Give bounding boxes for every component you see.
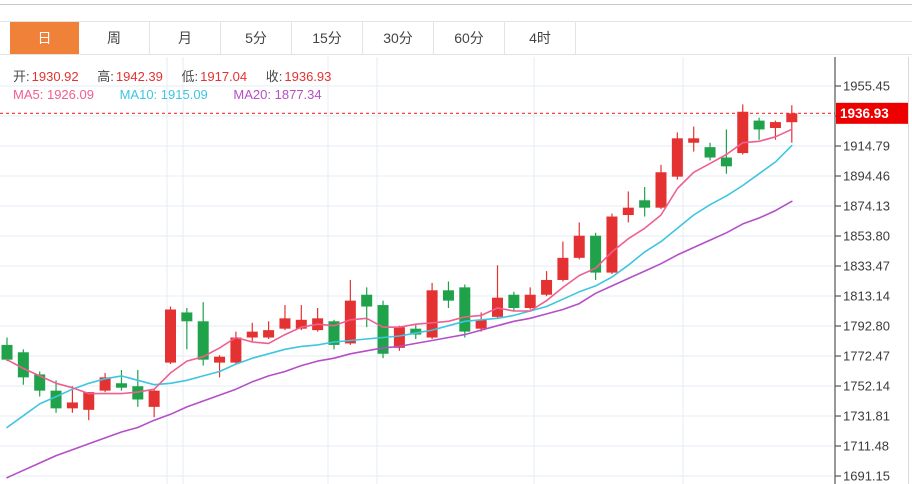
ma10-value: 1915.09: [160, 87, 208, 102]
tab-day[interactable]: 日: [10, 22, 79, 54]
tab-5min[interactable]: 5分: [221, 22, 292, 54]
y-axis-label: 1853.80: [843, 229, 890, 244]
candle-up: [573, 235, 585, 258]
y-axis-label: 1813.14: [843, 289, 890, 304]
low-value: 1917.04: [200, 69, 248, 84]
y-axis-label: 1711.48: [843, 439, 889, 454]
candle-up: [622, 207, 634, 216]
ma5-line: [6, 128, 793, 395]
candle-up: [344, 300, 356, 344]
ma5-readout: MA5: 1926.09: [13, 87, 94, 102]
candle-down: [508, 294, 520, 309]
candle-up: [786, 113, 798, 123]
candle-up: [393, 327, 405, 348]
candle-down: [753, 120, 765, 130]
ma20-readout: MA20: 1877.34: [233, 87, 321, 102]
candle-down: [704, 147, 716, 158]
close-value: 1936.93: [284, 69, 332, 84]
candle-down: [442, 290, 454, 301]
candle-up: [541, 279, 553, 295]
candle-up: [99, 377, 111, 391]
period-tabbar: 日周月 5分 15分 30分 60分 4时: [0, 21, 912, 55]
candle-up: [148, 390, 160, 407]
open-group: 开: 1930.92: [13, 69, 79, 84]
candle-up: [263, 330, 275, 338]
ma20-label: MA20:: [233, 87, 271, 102]
y-axis-label: 1894.46: [843, 169, 890, 184]
tab-month[interactable]: 月: [150, 22, 221, 54]
ma20-value: 1877.34: [274, 87, 322, 102]
candle-down: [1, 344, 13, 360]
candle-down: [34, 374, 46, 391]
ma5-label: MA5:: [13, 87, 44, 102]
candle-up: [295, 319, 307, 329]
ma20-line: [6, 200, 793, 479]
candle-down: [639, 200, 651, 208]
candle-down: [328, 321, 340, 345]
candle-up: [671, 138, 683, 177]
candle-up: [214, 356, 226, 363]
candle-up: [246, 331, 258, 338]
low-label: 低:: [181, 69, 199, 84]
ma5-value: 1926.09: [46, 87, 94, 102]
candle-up: [524, 294, 536, 309]
close-group: 收: 1936.93: [266, 69, 332, 84]
candle-down: [410, 328, 422, 335]
candle-up: [688, 138, 700, 143]
tab-week[interactable]: 周: [79, 22, 150, 54]
open-label: 开:: [13, 69, 30, 84]
candle-down: [197, 321, 209, 360]
candle-down: [50, 390, 62, 409]
candle-down: [377, 305, 389, 354]
tab-4hour[interactable]: 4时: [505, 22, 576, 54]
candle-up: [769, 122, 781, 128]
candle-up: [279, 318, 291, 329]
tab-30min[interactable]: 30分: [363, 22, 434, 54]
candle-up: [557, 257, 569, 280]
y-axis-label: 1792.80: [843, 319, 890, 334]
candle-up: [66, 402, 78, 409]
y-axis-label: 1691.15: [843, 469, 890, 484]
last-price-tag: [836, 102, 908, 124]
low-group: 低: 1917.04: [182, 69, 248, 84]
top-divider: [0, 4, 912, 5]
high-label: 高:: [97, 69, 114, 84]
candle-up: [606, 216, 618, 273]
y-axis-label: 1955.45: [843, 79, 890, 94]
candle-down: [361, 294, 373, 307]
open-value: 1930.92: [31, 69, 79, 84]
y-axis-label: 1752.14: [843, 379, 890, 394]
candle-down: [17, 352, 29, 378]
candle-down: [115, 383, 127, 388]
y-axis-label: 1914.79: [843, 139, 890, 154]
high-group: 高: 1942.39: [97, 69, 163, 84]
last-price-tag-value: 1936.93: [840, 106, 889, 121]
y-axis-label: 1731.81: [843, 409, 890, 424]
tab-60min[interactable]: 60分: [434, 22, 505, 54]
candle-up: [165, 309, 176, 363]
ma10-line: [6, 144, 793, 429]
close-label: 收:: [265, 69, 283, 84]
candle-up: [426, 290, 438, 338]
ma10-readout: MA10: 1915.09: [120, 87, 208, 102]
ma-readout: MA5: 1926.09 MA10: 1915.09 MA20: 1877.34: [13, 87, 344, 102]
ohlc-readout: 开: 1930.92 高: 1942.39 低: 1917.04 收: 1936.93: [13, 69, 346, 84]
y-axis-label: 1874.13: [843, 199, 890, 214]
candle-down: [590, 235, 602, 273]
tab-15min[interactable]: 15分: [292, 22, 363, 54]
candle-up: [83, 392, 95, 410]
candle-up: [230, 337, 242, 363]
y-axis-label: 1833.47: [843, 259, 890, 274]
candle-up: [655, 172, 667, 208]
candle-down: [720, 157, 732, 167]
high-value: 1942.39: [115, 69, 163, 84]
candle-up: [475, 319, 487, 329]
ma10-label: MA10:: [119, 87, 158, 102]
candle-down: [459, 287, 471, 332]
candle-up: [737, 111, 749, 154]
y-axis-label: 1772.47: [843, 349, 890, 364]
candle-down: [181, 312, 193, 322]
